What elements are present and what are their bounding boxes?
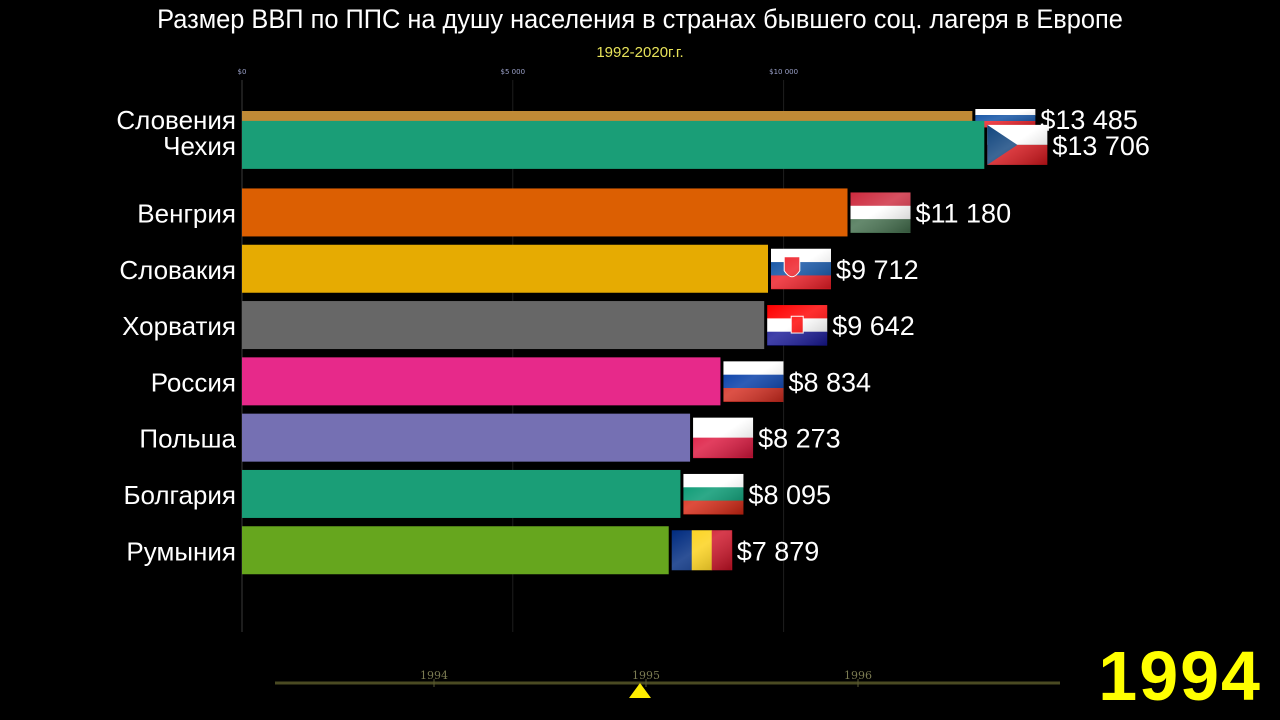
slovakia-flag: [771, 248, 832, 290]
value-label: $9 642: [832, 311, 915, 341]
value-label: $8 273: [758, 424, 841, 454]
x-tick-label: $0: [238, 68, 247, 76]
bar: [242, 413, 691, 462]
value-label: $8 095: [748, 480, 831, 510]
chart-title: Размер ВВП по ППС на душу населения в ст…: [157, 4, 1123, 34]
country-label: Польша: [139, 424, 236, 454]
value-label: $8 834: [788, 367, 871, 397]
timeline-year-label: 1995: [632, 669, 660, 682]
russia-flag: [723, 361, 784, 402]
bar-group: Чехия $13 706: [163, 120, 1150, 169]
country-label: Румыния: [126, 536, 236, 566]
current-year-label: 1994: [1098, 637, 1262, 715]
value-label: $13 706: [1052, 131, 1150, 161]
x-tick-label: $10 000: [769, 68, 798, 76]
bar: [242, 120, 985, 169]
country-label: Хорватия: [122, 311, 236, 341]
bar-group: Россия $8 834: [151, 357, 871, 406]
bar: [242, 469, 681, 518]
poland-flag: [693, 417, 754, 459]
bar: [242, 188, 848, 237]
bar: [242, 301, 765, 350]
bar: [242, 357, 721, 406]
value-label: $9 712: [836, 255, 919, 285]
bar-group: Венгрия $11 180: [137, 188, 1012, 237]
slovenia-flag: [975, 109, 1036, 128]
bar-group: Польша $8 273: [139, 413, 841, 462]
country-label: Венгрия: [137, 198, 236, 228]
value-label: $7 879: [737, 536, 820, 566]
czech-flag: [987, 124, 1048, 165]
value-label: $13 485: [1040, 105, 1138, 135]
croatia-flag: [767, 305, 828, 346]
bulgaria-flag: [683, 473, 744, 515]
country-label: Россия: [151, 367, 236, 397]
timeline[interactable]: 1994 1995 1996: [275, 669, 1060, 698]
bars-layer: Словения $13 485 Чехия $13 706 Венгрия $11 18…: [116, 105, 1150, 575]
x-tick-label: $5 000: [501, 68, 526, 76]
country-label: Болгария: [123, 480, 236, 510]
country-label: Словакия: [119, 255, 236, 285]
bar-group: Хорватия $9 642: [122, 301, 915, 350]
bar-group: Болгария $8 095: [123, 469, 831, 518]
value-label: $11 180: [916, 198, 1012, 228]
bar-group: Словакия $9 712: [119, 244, 919, 293]
country-label: Чехия: [163, 131, 236, 161]
chart-subtitle: 1992-2020г.г.: [596, 44, 684, 61]
country-label: Словения: [116, 105, 236, 135]
timeline-year-label: 1994: [420, 669, 448, 682]
timeline-marker[interactable]: [629, 683, 651, 698]
timeline-year-label: 1996: [844, 669, 872, 682]
bar: [242, 244, 769, 293]
hungary-flag: [850, 192, 911, 233]
bar: [242, 526, 669, 575]
bar-group: Румыния $7 879: [126, 526, 820, 575]
romania-flag: [671, 530, 733, 571]
